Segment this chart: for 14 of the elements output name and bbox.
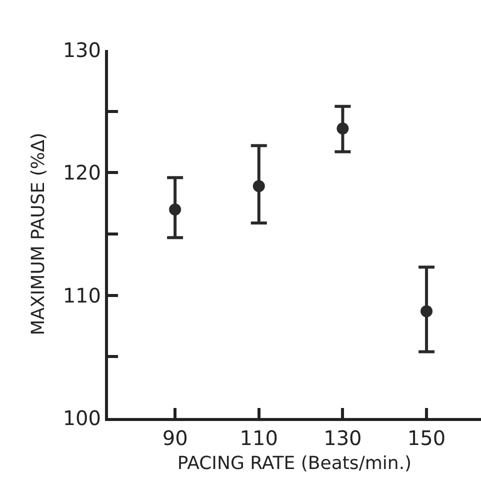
point: [252, 180, 265, 192]
x-tick-label: 110: [240, 426, 278, 450]
x-tick-label: 90: [162, 426, 188, 450]
y-tick-label: 110: [62, 283, 101, 308]
point: [169, 203, 182, 216]
point: [420, 305, 433, 318]
x-axis-title: PACING RATE (Beats/min.): [177, 453, 412, 474]
x-tick-label: 150: [407, 426, 446, 450]
x-tick-label: 130: [324, 426, 362, 450]
y-tick-label: 120: [62, 160, 101, 185]
y-tick-label: 100: [62, 406, 101, 430]
point: [336, 122, 349, 135]
y-axis-title: MAXIMUM PAUSE (%Δ): [28, 132, 50, 336]
y-tick-label: 130: [62, 38, 101, 62]
